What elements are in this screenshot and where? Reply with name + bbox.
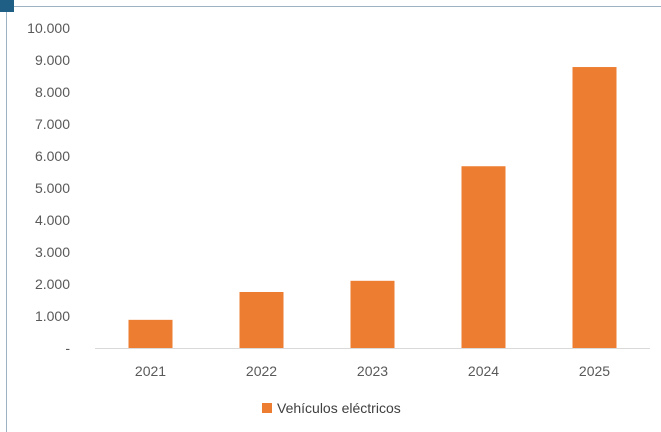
bar-2022: [239, 292, 284, 348]
x-tick-label: 2021: [135, 363, 166, 379]
y-tick-label: 1.000: [35, 308, 70, 324]
bar-2025: [572, 67, 617, 348]
bar-2021: [128, 319, 173, 348]
x-tick-label: 2024: [468, 363, 499, 379]
y-tick-label: 9.000: [35, 52, 70, 68]
bar-2024: [461, 166, 506, 348]
y-tick-label: 2.000: [35, 276, 70, 292]
y-tick-label: 3.000: [35, 244, 70, 260]
x-tick-label: 2022: [246, 363, 277, 379]
x-tick-label: 2025: [579, 363, 610, 379]
y-tick-label: 5.000: [35, 180, 70, 196]
y-tick-label: 6.000: [35, 148, 70, 164]
y-tick-label: 10.000: [27, 20, 70, 36]
x-tick-label: 2023: [357, 363, 388, 379]
legend-swatch: [262, 403, 272, 413]
legend-label: Vehículos eléctricos: [277, 400, 401, 416]
y-tick-label: 8.000: [35, 84, 70, 100]
x-axis-ticks: 2021 2022 2023 2024 2025: [135, 363, 610, 379]
bar-2023: [350, 280, 395, 348]
y-tick-label: 7.000: [35, 116, 70, 132]
legend: Vehículos eléctricos: [262, 400, 401, 416]
y-tick-label: -: [65, 340, 70, 356]
y-axis-ticks: - 1.000 2.000 3.000 4.000 5.000 6.000 7.000 8.00…: [27, 20, 70, 356]
bars-group: [128, 67, 617, 348]
corner-tab: [0, 0, 14, 12]
y-tick-label: 4.000: [35, 212, 70, 228]
